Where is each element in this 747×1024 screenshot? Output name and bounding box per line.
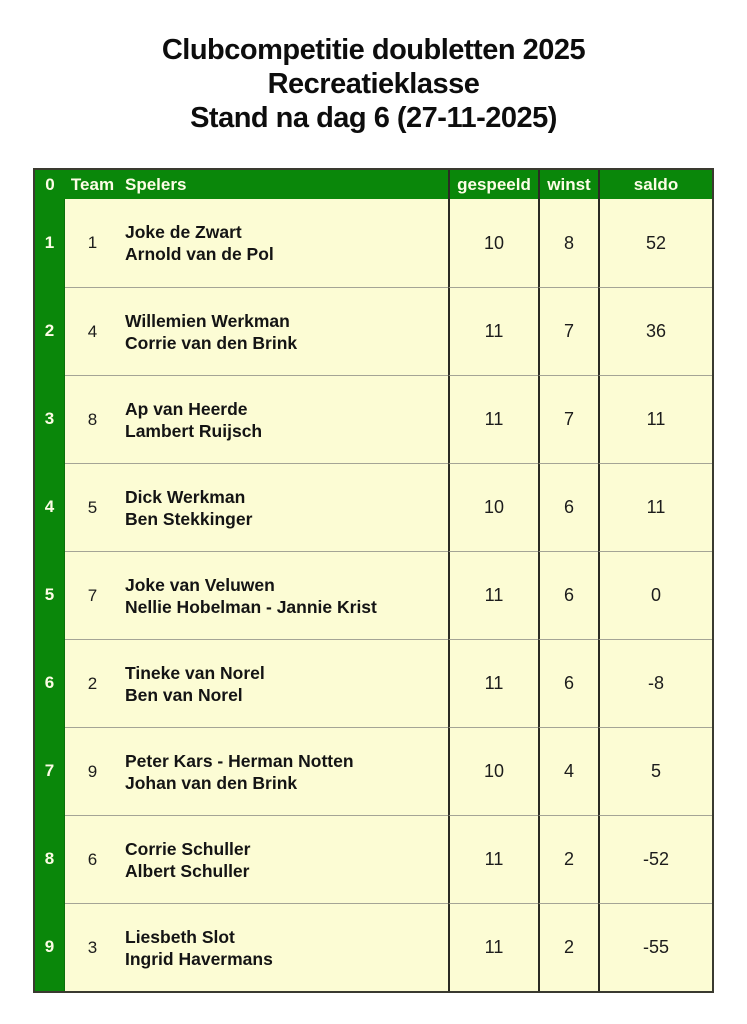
table-row: 4 5 Dick Werkman Ben Stekkinger 10 6 11 (35, 463, 712, 551)
player-1: Dick Werkman (125, 486, 246, 507)
table-row: 7 9 Peter Kars - Herman Notten Johan van… (35, 727, 712, 815)
player-2: Nellie Hobelman - Jannie Krist (125, 596, 377, 617)
wins-cell: 6 (538, 463, 598, 551)
rank-cell: 1 (35, 199, 65, 287)
player-2: Corrie van den Brink (125, 332, 298, 353)
table-row: 9 3 Liesbeth Slot Ingrid Havermans 11 2 … (35, 903, 712, 991)
players-cell: Dick Werkman Ben Stekkinger (120, 463, 448, 551)
rank-cell: 3 (35, 375, 65, 463)
rank-cell: 9 (35, 903, 65, 991)
player-1: Liesbeth Slot (125, 926, 235, 947)
rank-cell: 6 (35, 639, 65, 727)
player-1: Ap van Heerde (125, 398, 248, 419)
rank-cell: 5 (35, 551, 65, 639)
table-row: 1 1 Joke de Zwart Arnold van de Pol 10 8… (35, 199, 712, 287)
header-players: Spelers (125, 174, 187, 194)
team-number-cell: 2 (65, 639, 120, 727)
saldo-cell: 11 (598, 375, 712, 463)
played-cell: 11 (448, 287, 538, 375)
saldo-cell: -55 (598, 903, 712, 991)
players-cell: Tineke van Norel Ben van Norel (120, 639, 448, 727)
table-row: 2 4 Willemien Werkman Corrie van den Bri… (35, 287, 712, 375)
wins-cell: 6 (538, 551, 598, 639)
played-cell: 11 (448, 375, 538, 463)
player-1: Peter Kars - Herman Notten (125, 750, 354, 771)
rank-cell: 4 (35, 463, 65, 551)
played-cell: 11 (448, 903, 538, 991)
played-cell: 11 (448, 815, 538, 903)
header-rank: 0 (45, 174, 55, 194)
saldo-cell: 0 (598, 551, 712, 639)
wins-cell: 7 (538, 375, 598, 463)
table-header-row: 0 Team Spelers gespeeld winst saldo (35, 170, 712, 199)
players-cell: Ap van Heerde Lambert Ruijsch (120, 375, 448, 463)
team-number-cell: 3 (65, 903, 120, 991)
player-2: Lambert Ruijsch (125, 420, 263, 441)
players-cell: Joke de Zwart Arnold van de Pol (120, 199, 448, 287)
rank-cell: 7 (35, 727, 65, 815)
saldo-cell: 52 (598, 199, 712, 287)
header-team: Team (70, 174, 115, 194)
played-cell: 11 (448, 551, 538, 639)
player-1: Joke van Veluwen (125, 574, 275, 595)
played-cell: 10 (448, 463, 538, 551)
wins-cell: 2 (538, 815, 598, 903)
team-number-cell: 6 (65, 815, 120, 903)
saldo-cell: -8 (598, 639, 712, 727)
player-1: Joke de Zwart (125, 222, 242, 242)
player-2: Ben van Norel (125, 684, 243, 705)
played-cell: 10 (448, 199, 538, 287)
player-2: Albert Schuller (125, 860, 250, 881)
saldo-cell: 36 (598, 287, 712, 375)
saldo-cell: 11 (598, 463, 712, 551)
header-played: gespeeld (448, 170, 538, 199)
player-2: Johan van den Brink (125, 772, 298, 793)
saldo-cell: -52 (598, 815, 712, 903)
header-saldo: saldo (598, 170, 712, 199)
team-number-cell: 5 (65, 463, 120, 551)
players-cell: Peter Kars - Herman Notten Johan van den… (120, 727, 448, 815)
wins-cell: 6 (538, 639, 598, 727)
rank-cell: 2 (35, 287, 65, 375)
title-line-1: Clubcompetitie doubletten 2025 (161, 34, 586, 66)
player-2: Arnold van de Pol (125, 244, 274, 264)
wins-cell: 8 (538, 199, 598, 287)
header-wins: winst (538, 170, 598, 199)
player-1: Tineke van Norel (125, 662, 265, 683)
players-cell: Liesbeth Slot Ingrid Havermans (120, 903, 448, 991)
wins-cell: 4 (538, 727, 598, 815)
table-row: 8 6 Corrie Schuller Albert Schuller 11 2… (35, 815, 712, 903)
team-number-cell: 8 (65, 375, 120, 463)
page-title: Clubcompetitie doubletten 2025 Recreatie… (0, 33, 747, 135)
player-1: Willemien Werkman (125, 310, 290, 331)
played-cell: 11 (448, 639, 538, 727)
players-cell: Corrie Schuller Albert Schuller (120, 815, 448, 903)
played-cell: 10 (448, 727, 538, 815)
players-cell: Willemien Werkman Corrie van den Brink (120, 287, 448, 375)
wins-cell: 7 (538, 287, 598, 375)
player-2: Ingrid Havermans (125, 948, 273, 969)
players-cell: Joke van Veluwen Nellie Hobelman - Janni… (120, 551, 448, 639)
saldo-cell: 5 (598, 727, 712, 815)
team-number-cell: 4 (65, 287, 120, 375)
team-number-cell: 9 (65, 727, 120, 815)
title-line-2: Recreatieklasse (267, 68, 480, 100)
table-row: 5 7 Joke van Veluwen Nellie Hobelman - J… (35, 551, 712, 639)
table-row: 6 2 Tineke van Norel Ben van Norel 11 6 … (35, 639, 712, 727)
rank-cell: 8 (35, 815, 65, 903)
standings-table: 0 Team Spelers gespeeld winst saldo 1 1 … (33, 168, 714, 993)
wins-cell: 2 (538, 903, 598, 991)
player-1: Corrie Schuller (125, 838, 251, 859)
player-2: Ben Stekkinger (125, 508, 253, 529)
title-line-3: Stand na dag 6 (27-11-2025) (190, 102, 557, 134)
table-row: 3 8 Ap van Heerde Lambert Ruijsch 11 7 1… (35, 375, 712, 463)
team-number-cell: 1 (87, 233, 98, 252)
team-number-cell: 7 (65, 551, 120, 639)
